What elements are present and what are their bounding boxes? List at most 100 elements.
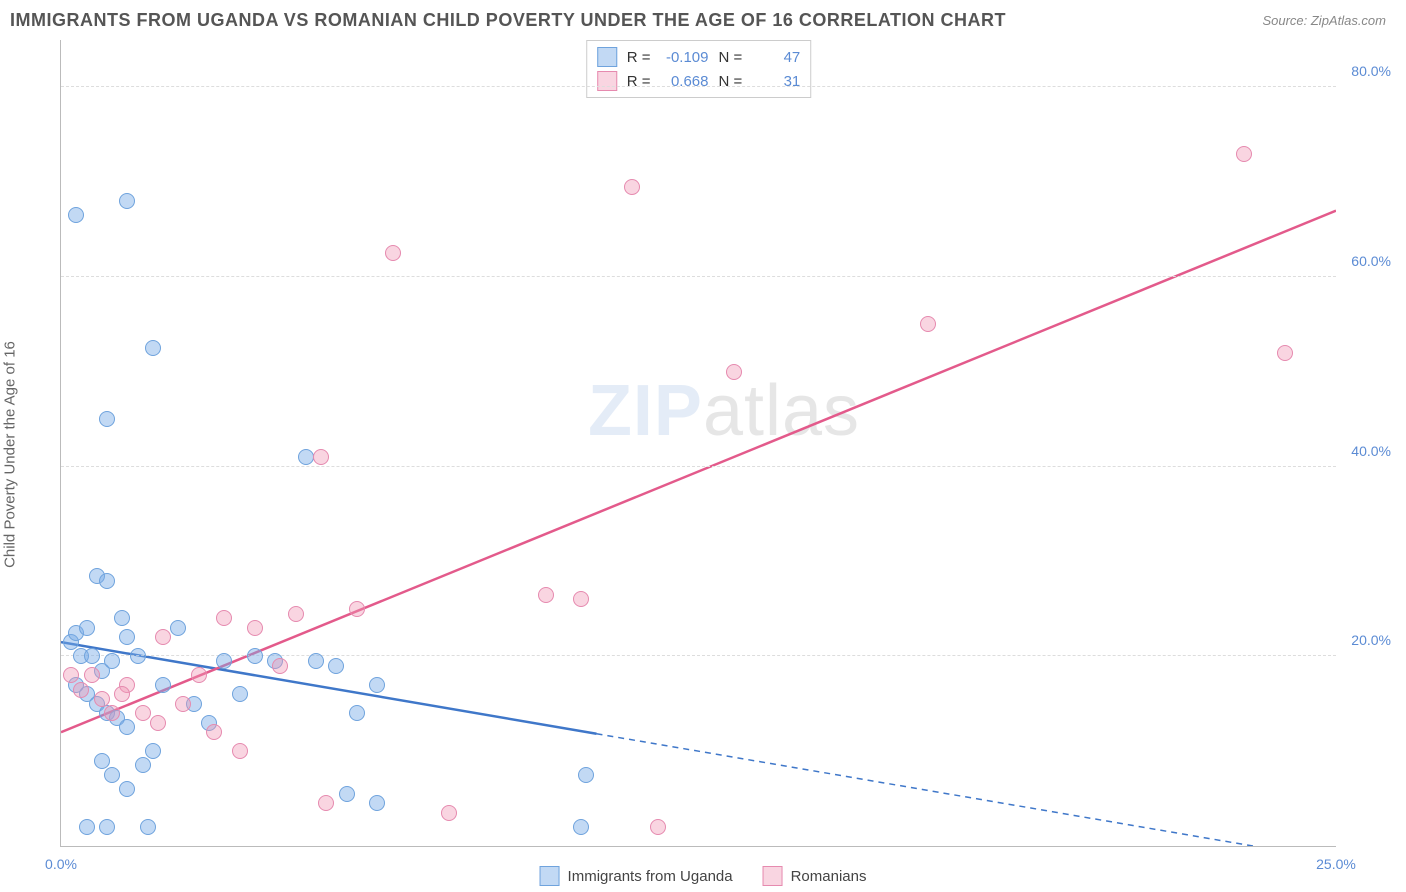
watermark-thin: atlas <box>703 371 860 451</box>
legend-swatch <box>597 47 617 67</box>
data-point <box>84 667 100 683</box>
data-point <box>191 667 207 683</box>
data-point <box>369 795 385 811</box>
data-point <box>94 691 110 707</box>
data-point <box>114 686 130 702</box>
y-axis-label: Child Poverty Under the Age of 16 <box>2 341 19 568</box>
data-point <box>920 316 936 332</box>
data-point <box>385 245 401 261</box>
data-point <box>369 677 385 693</box>
data-point <box>578 767 594 783</box>
gridline <box>61 86 1336 87</box>
data-point <box>68 207 84 223</box>
legend-swatch <box>597 71 617 91</box>
data-point <box>288 606 304 622</box>
data-point <box>318 795 334 811</box>
data-point <box>328 658 344 674</box>
data-point <box>573 591 589 607</box>
data-point <box>99 573 115 589</box>
stats-row: R =0.668N =31 <box>597 69 801 93</box>
data-point <box>206 724 222 740</box>
data-point <box>79 819 95 835</box>
x-tick-label: 25.0% <box>1316 856 1356 872</box>
data-point <box>104 705 120 721</box>
data-point <box>624 179 640 195</box>
plot-region: ZIPatlas R =-0.109N =47R =0.668N =31 20.… <box>60 40 1336 847</box>
y-tick-label: 40.0% <box>1351 443 1391 459</box>
data-point <box>140 819 156 835</box>
data-point <box>119 781 135 797</box>
stats-row: R =-0.109N =47 <box>597 45 801 69</box>
data-point <box>150 715 166 731</box>
data-point <box>1277 345 1293 361</box>
legend-item: Romanians <box>763 866 867 886</box>
watermark: ZIPatlas <box>588 370 860 452</box>
legend-swatch <box>540 866 560 886</box>
data-point <box>155 629 171 645</box>
n-label: N = <box>719 49 743 66</box>
data-point <box>313 449 329 465</box>
data-point <box>339 786 355 802</box>
y-tick-label: 80.0% <box>1351 63 1391 79</box>
r-value: -0.109 <box>661 49 709 66</box>
x-tick-label: 0.0% <box>45 856 77 872</box>
data-point <box>349 601 365 617</box>
data-point <box>650 819 666 835</box>
data-point <box>216 653 232 669</box>
data-point <box>247 648 263 664</box>
data-point <box>247 620 263 636</box>
data-point <box>232 686 248 702</box>
data-point <box>175 696 191 712</box>
data-point <box>130 648 146 664</box>
chart-title: IMMIGRANTS FROM UGANDA VS ROMANIAN CHILD… <box>10 10 1006 31</box>
data-point <box>232 743 248 759</box>
n-value: 47 <box>752 49 800 66</box>
regression-lines <box>61 40 1336 846</box>
data-point <box>94 753 110 769</box>
data-point <box>216 610 232 626</box>
data-point <box>135 705 151 721</box>
data-point <box>104 653 120 669</box>
data-point <box>104 767 120 783</box>
source-prefix: Source: <box>1262 13 1310 28</box>
data-point <box>73 682 89 698</box>
legend-item: Immigrants from Uganda <box>540 866 733 886</box>
data-point <box>349 705 365 721</box>
data-point <box>99 819 115 835</box>
data-point <box>145 743 161 759</box>
legend: Immigrants from Uganda Romanians <box>540 866 867 886</box>
chart-area: ZIPatlas R =-0.109N =47R =0.668N =31 20.… <box>50 40 1396 857</box>
source-attribution: Source: ZipAtlas.com <box>1262 13 1386 28</box>
gridline <box>61 276 1336 277</box>
data-point <box>726 364 742 380</box>
gridline <box>61 466 1336 467</box>
y-tick-label: 20.0% <box>1351 632 1391 648</box>
data-point <box>79 620 95 636</box>
y-tick-label: 60.0% <box>1351 253 1391 269</box>
legend-label: Romanians <box>791 868 867 885</box>
data-point <box>272 658 288 674</box>
chart-header: IMMIGRANTS FROM UGANDA VS ROMANIAN CHILD… <box>0 0 1406 40</box>
correlation-stats-box: R =-0.109N =47R =0.668N =31 <box>586 40 812 98</box>
data-point <box>1236 146 1252 162</box>
data-point <box>298 449 314 465</box>
data-point <box>119 629 135 645</box>
legend-swatch <box>763 866 783 886</box>
data-point <box>119 193 135 209</box>
data-point <box>119 719 135 735</box>
data-point <box>155 677 171 693</box>
data-point <box>135 757 151 773</box>
data-point <box>538 587 554 603</box>
watermark-bold: ZIP <box>588 371 703 451</box>
data-point <box>573 819 589 835</box>
legend-label: Immigrants from Uganda <box>568 868 733 885</box>
data-point <box>84 648 100 664</box>
data-point <box>145 340 161 356</box>
data-point <box>99 411 115 427</box>
data-point <box>308 653 324 669</box>
data-point <box>441 805 457 821</box>
data-point <box>114 610 130 626</box>
source-name: ZipAtlas.com <box>1311 13 1386 28</box>
data-point <box>170 620 186 636</box>
data-point <box>63 667 79 683</box>
